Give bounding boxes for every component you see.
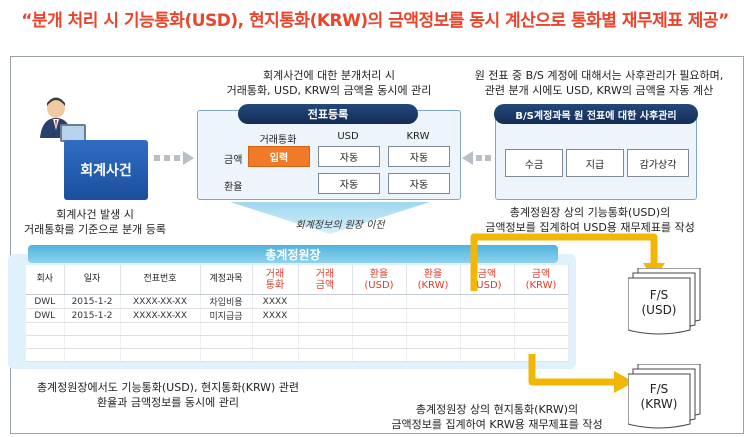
cell-rate-usd <box>352 308 407 323</box>
table-row-empty <box>26 348 569 362</box>
yellow-arrow-krw-icon <box>520 352 640 398</box>
row-label-amount: 금액 <box>224 155 243 166</box>
bs-caption-line-1: 원 전표 중 B/S 계정에 대해서는 사후관리가 필요하며, <box>474 69 724 82</box>
dotted-arrow-left-icon <box>462 150 492 166</box>
depreciation-button[interactable]: 감가상각 <box>627 149 689 177</box>
cell-amount-usd <box>460 308 515 323</box>
bs-panel-header: B/S계정과목 원 전표에 대한 사후관리 <box>494 104 698 124</box>
table-row-empty <box>26 322 569 336</box>
event-caption-line-2: 거래통화를 기준으로 분개 등록 <box>23 223 167 236</box>
col-header-transaction-currency: 거래 통화 <box>252 265 299 295</box>
ledger-table: 회사 일자 전표번호 계정과목 거래 통화 거래 금액 환율 (USD) 환율 … <box>26 265 569 362</box>
col-header-company: 회사 <box>26 265 65 295</box>
table-row-empty <box>26 335 569 349</box>
ledger-title: 총계정원장 <box>28 245 558 263</box>
rate-usd-auto-cell: 자동 <box>318 173 380 194</box>
cell-account: 미지급금 <box>200 308 253 323</box>
table-row: DWL 2015-1-2 XXXX-XX-XX 차입비용 XXXX <box>26 294 569 309</box>
transfer-arrow-icon <box>230 202 430 234</box>
fs-krw-line-2: (KRW) <box>640 397 678 411</box>
fs-usd-line-1: F/S <box>649 288 669 302</box>
cell-amount-krw <box>514 294 569 309</box>
entry-caption-line-1: 회계사건에 대한 분개처리 시 <box>263 69 395 82</box>
col-header-date: 일자 <box>64 265 121 295</box>
page-title: “분개 처리 시 기능통화(USD), 현지통화(KRW)의 금액정보를 동시 … <box>21 11 729 31</box>
krw-note-line-1: 총계정원장 상의 현지통화(KRW)의 <box>415 403 579 416</box>
cell-voucher-number: XXXX-XX-XX <box>120 308 201 323</box>
cell-amount-krw <box>514 308 569 323</box>
entry-caption-line-2: 거래통화, USD, KRW의 금액을 동시에 관리 <box>226 84 432 97</box>
table-row: DWL 2015-1-2 XXXX-XX-XX 미지급금 XXXX <box>26 308 569 323</box>
payment-button[interactable]: 지급 <box>566 149 624 177</box>
usd-note-line-1: 총계정원장 상의 기능통화(USD)의 <box>509 206 671 219</box>
bs-caption-line-2: 관련 분개 시에도 USD, KRW의 금액을 자동 계산 <box>484 84 714 97</box>
fs-krw-document-icon <box>627 363 702 430</box>
col-header-account: 계정과목 <box>200 265 253 295</box>
dotted-arrow-icon <box>154 150 196 166</box>
amount-input-cell[interactable]: 입력 <box>248 146 310 167</box>
cell-company: DWL <box>26 294 65 309</box>
rate-krw-auto-cell: 자동 <box>388 173 450 194</box>
col-header-rate-usd: 환율 (USD) <box>352 265 407 295</box>
amount-krw-auto-cell: 자동 <box>388 146 450 167</box>
col-header-transaction-amount: 거래 금액 <box>298 265 353 295</box>
col-header-amount-krw: 금액 (KRW) <box>514 265 569 295</box>
col-header-rate-krw: 환율 (KRW) <box>406 265 461 295</box>
cell-account: 차입비용 <box>200 294 253 309</box>
cell-transaction-amount <box>298 294 353 309</box>
cell-transaction-currency: XXXX <box>252 294 299 309</box>
row-label-rate: 환율 <box>224 182 243 193</box>
col-header-krw: KRW <box>406 131 430 142</box>
fs-usd-document-icon <box>627 267 702 336</box>
cell-voucher-number: XXXX-XX-XX <box>120 294 201 309</box>
col-header-voucher-number: 전표번호 <box>120 265 201 295</box>
fs-krw-line-1: F/S <box>649 382 669 396</box>
cell-rate-usd <box>352 294 407 309</box>
fs-usd-line-2: (USD) <box>641 303 677 317</box>
col-header-amount-usd: 금액 (USD) <box>460 265 515 295</box>
cell-rate-krw <box>406 308 461 323</box>
cell-date: 2015-1-2 <box>64 294 121 309</box>
cell-amount-usd <box>460 294 515 309</box>
event-caption-line-1: 회계사건 발생 시 <box>56 208 134 221</box>
accounting-event-box: 회계사건 <box>64 140 148 200</box>
amount-usd-auto-cell: 자동 <box>318 146 380 167</box>
ledger-caption-line-1: 총계정원장에서도 기능통화(USD), 현지통화(KRW) 관련 <box>36 381 300 394</box>
ledger-caption-line-2: 환율과 금액정보를 동시에 관리 <box>96 396 240 409</box>
krw-note-line-2: 금액정보를 집계하여 KRW용 재무제표를 작성 <box>391 418 603 431</box>
cell-company: DWL <box>26 308 65 323</box>
entry-panel-header: 전표등록 <box>238 104 418 124</box>
cell-date: 2015-1-2 <box>64 308 121 323</box>
collection-button[interactable]: 수금 <box>505 149 563 177</box>
cell-transaction-amount <box>298 308 353 323</box>
cell-rate-krw <box>406 294 461 309</box>
col-header-transaction-currency: 거래통화 <box>259 135 297 146</box>
transfer-label: 회계정보의 원장 이전 <box>295 220 385 231</box>
col-header-usd: USD <box>337 131 359 142</box>
usd-note-line-2: 금액정보를 집계하여 USD용 재무제표를 작성 <box>485 221 695 234</box>
cell-transaction-currency: XXXX <box>252 308 299 323</box>
